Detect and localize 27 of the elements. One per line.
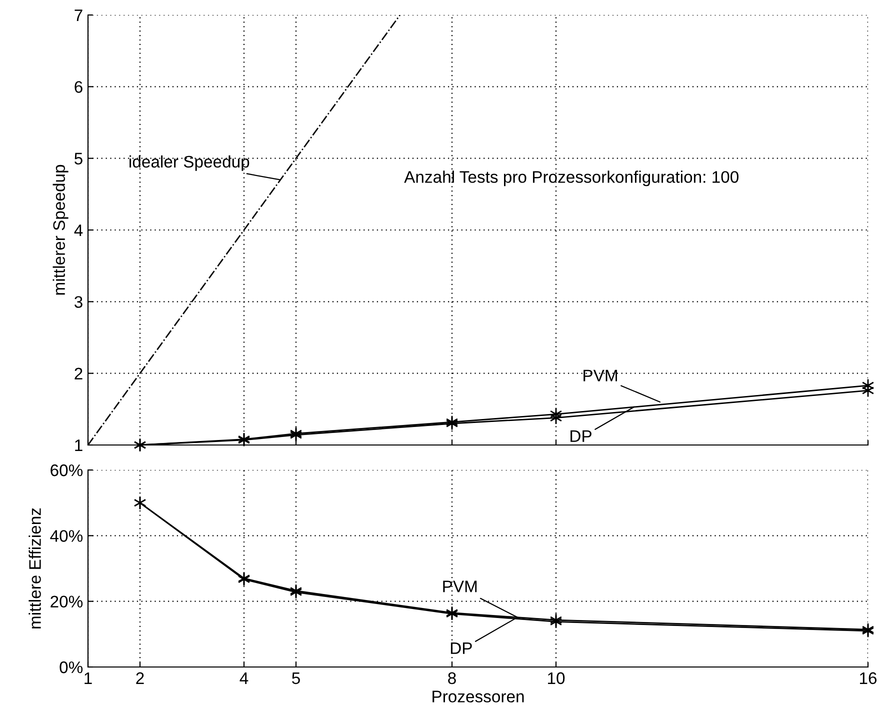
annotation: PVM (584, 370, 617, 382)
x-tick-label: 8 (448, 672, 456, 684)
y-tick-label: 20% (50, 596, 83, 608)
y-tick-label: 60% (50, 464, 83, 476)
annotation: idealer Speedup (130, 155, 250, 171)
y-tick-label: 40% (50, 530, 83, 542)
x-tick-label: 5 (292, 672, 300, 684)
y-axis-title: mittlere Effizienz (28, 508, 41, 628)
y-tick-label: 7 (74, 10, 82, 22)
y-tick-label: 2 (74, 368, 82, 380)
x-tick-label: 10 (548, 672, 565, 684)
annotation: DP (450, 642, 472, 654)
x-axis-title: Prozessoren (432, 690, 524, 702)
y-axis-title: mittlerer Speedup (52, 164, 68, 295)
annotation: Anzahl Tests pro Prozessorkonfiguration: 100 (404, 170, 738, 186)
y-tick-label: 5 (74, 152, 82, 165)
y-tick-label: 6 (74, 81, 82, 93)
x-tick-label: 2 (136, 672, 144, 684)
y-tick-label: 1 (75, 440, 82, 452)
y-tick-label: 4 (74, 224, 83, 236)
x-tick-label: 4 (240, 672, 248, 684)
y-tick-label: 0% (60, 661, 83, 674)
x-tick-label: 1 (84, 672, 92, 684)
annotation: DP (570, 430, 592, 442)
x-tick-label: 16 (860, 672, 877, 684)
annotation: PVM (443, 580, 477, 592)
y-tick-label: 3 (74, 296, 82, 308)
